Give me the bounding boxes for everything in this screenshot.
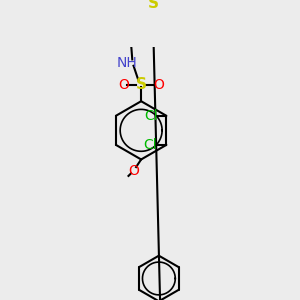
Text: O: O (128, 164, 139, 178)
Text: NH: NH (117, 56, 138, 70)
Text: S: S (136, 77, 147, 92)
Text: O: O (118, 78, 129, 92)
Text: O: O (153, 78, 164, 92)
Text: S: S (148, 0, 159, 11)
Text: Cl: Cl (143, 138, 157, 152)
Text: Cl: Cl (144, 109, 158, 123)
